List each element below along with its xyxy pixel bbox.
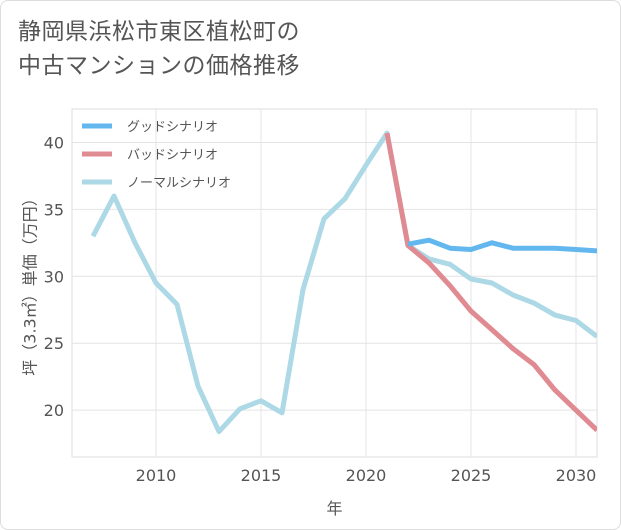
- series-line-バッドシナリオ: [384, 132, 597, 433]
- y-axis-title: 坪（3.3㎡）単価（万円）: [21, 190, 40, 375]
- x-tick-label: 2010: [136, 466, 177, 485]
- legend-label: ノーマルシナリオ: [127, 176, 231, 191]
- y-tick-label: 40: [44, 133, 64, 152]
- series-lines: [90, 130, 597, 435]
- plot-area: [71, 108, 598, 458]
- chart-title-line-1: 静岡県浜松市東区植松町の: [18, 19, 300, 45]
- legend-label: グッドシナリオ: [127, 120, 218, 135]
- y-tick-label: 20: [44, 401, 64, 420]
- y-tick-label: 25: [44, 334, 64, 353]
- series-line-ノーマルシナリオ: [90, 130, 597, 435]
- x-tick-label: 2020: [346, 466, 387, 485]
- x-tick-label: 2025: [451, 466, 492, 485]
- y-tick-label: 35: [44, 200, 64, 219]
- chart-title: 静岡県浜松市東区植松町の 中古マンションの価格推移: [18, 15, 300, 83]
- x-axis-title: 年: [326, 499, 342, 518]
- legend-label: バッドシナリオ: [127, 148, 218, 163]
- y-tick-label: 30: [44, 267, 64, 286]
- chart-title-line-2: 中古マンションの価格推移: [18, 53, 300, 79]
- x-tick-label: 2015: [241, 466, 282, 485]
- series-line-グッドシナリオ: [407, 237, 597, 254]
- x-tick-label: 2030: [556, 466, 597, 485]
